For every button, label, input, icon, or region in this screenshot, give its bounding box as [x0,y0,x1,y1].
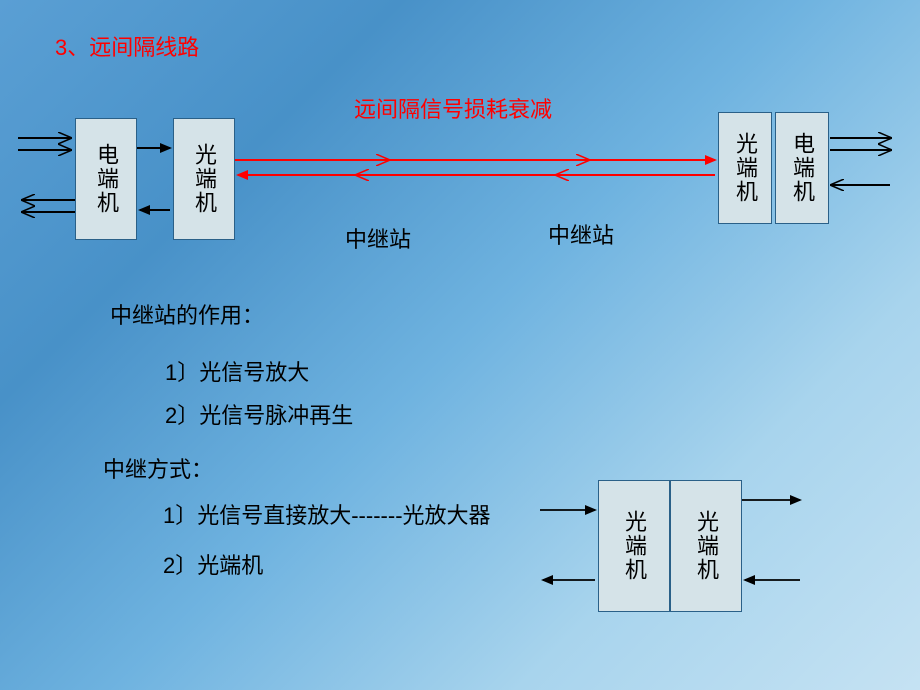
method-item-2: 2〕光端机 [163,548,263,580]
box-left-optical: 光端机 [173,118,235,240]
diagram1-caption: 远间隔信号损耗衰减 [354,92,552,124]
heading-role: 中继站的作用： [110,298,264,330]
role-item-2: 2〕光信号脉冲再生 [165,398,353,430]
box-left-electric: 电端机 [75,118,137,240]
box2-right-label: 光端机 [690,510,722,582]
page-title: 3、远间隔线路 [55,30,199,62]
method-item-1: 1〕光信号直接放大-------光放大器 [163,498,491,530]
heading-method: 中继方式： [103,452,213,484]
role-item-1: 1〕光信号放大 [165,355,309,387]
box2-left: 光端机 [598,480,670,612]
box-left-electric-label: 电端机 [90,143,122,215]
box-right-optical: 光端机 [718,112,772,224]
box-right-optical-label: 光端机 [729,132,761,204]
relaystation-left-label: 中继站 [345,222,411,254]
box2-left-label: 光端机 [618,510,650,582]
box2-right: 光端机 [670,480,742,612]
relaystation-right-label: 中继站 [548,218,614,250]
box-left-optical-label: 光端机 [188,143,220,215]
box-right-electric-label: 电端机 [786,132,818,204]
box-right-electric: 电端机 [775,112,829,224]
